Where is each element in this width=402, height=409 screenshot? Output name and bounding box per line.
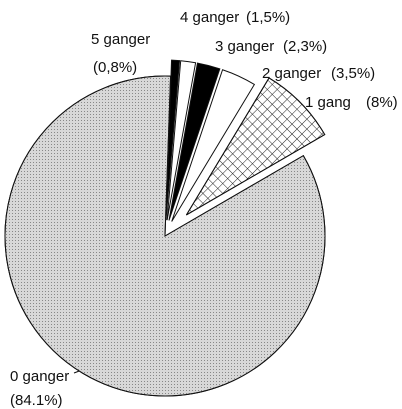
slice-texture: [4, 75, 326, 397]
slice-label: 1 gang: [305, 94, 351, 111]
value-label: (0,8%): [93, 59, 137, 76]
slice-label: 3 ganger: [215, 38, 274, 55]
pie-slice: [168, 62, 221, 221]
slice-texture: [185, 77, 326, 216]
slice-label: 5 ganger: [91, 31, 150, 48]
pie-slice: [166, 60, 197, 221]
slice-label: 4 ganger: [180, 9, 239, 26]
slice-label: 0 ganger: [10, 368, 69, 385]
pie-slice: [165, 59, 181, 221]
value-label: (8%): [366, 94, 398, 111]
slice-label: 2 ganger: [262, 65, 321, 82]
value-label: (84.1%): [10, 392, 63, 409]
value-label: (3,5%): [331, 65, 375, 82]
pie-slice: [171, 69, 256, 222]
value-label: (1,5%): [246, 9, 290, 26]
value-label: (2,3%): [283, 38, 327, 55]
